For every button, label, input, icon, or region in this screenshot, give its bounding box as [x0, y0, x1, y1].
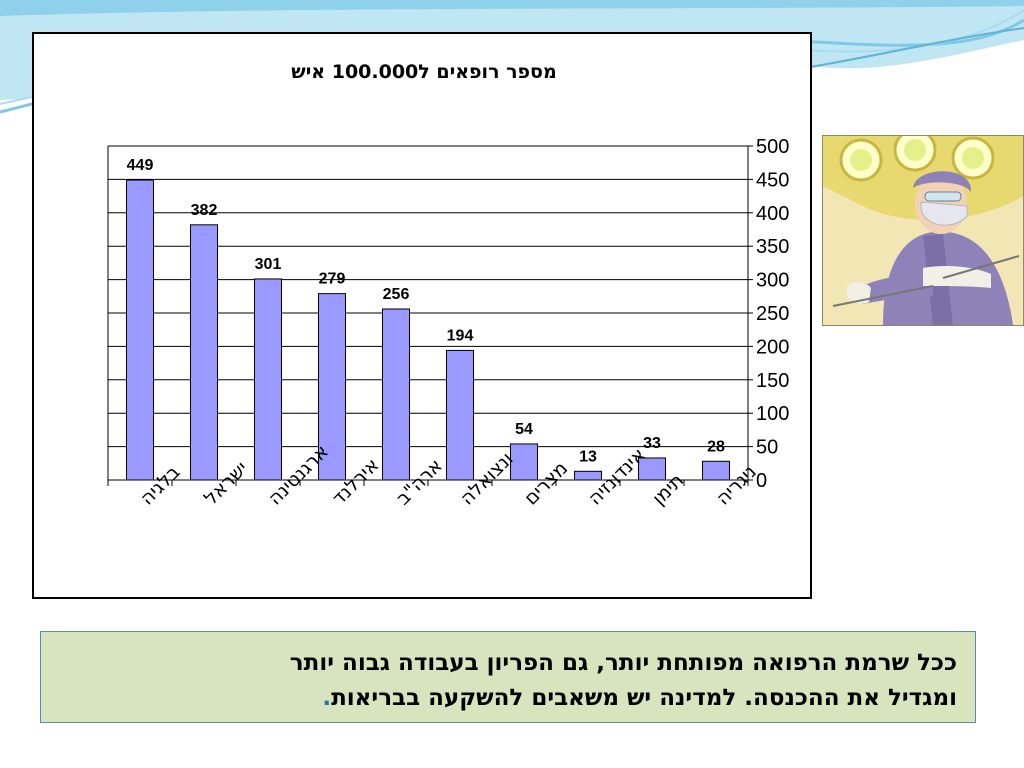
y-tick-label: 100 [756, 403, 789, 425]
y-tick-label: 250 [756, 303, 789, 325]
chart-frame: מספר רופאים ל100.000 איש 0 50 100 150 200 250… [32, 32, 812, 599]
data-label: 382 [191, 202, 218, 219]
bar [318, 293, 346, 481]
caption-box: ככל שרמת הרפואה מפותחת יותר, גם הפריון ב… [40, 631, 976, 723]
surgeon-icon [823, 136, 1023, 325]
bar-chart: מספר רופאים ל100.000 איש 0 50 100 150 200 250… [107, 61, 789, 510]
data-label: 54 [515, 421, 533, 438]
bar [126, 179, 154, 481]
y-tick-label: 50 [756, 437, 778, 459]
bar [190, 224, 218, 481]
bar [382, 308, 410, 481]
data-labels: 449 382 301 279 256 194 54 13 33 28 [127, 157, 725, 465]
bar [446, 349, 474, 481]
chart-title: מספר רופאים ל100.000 איש [291, 61, 556, 83]
caption-end-mark: . [322, 685, 332, 711]
bars [126, 179, 730, 481]
caption-line-1: ככל שרמת הרפואה מפותחת יותר, גם הפריון ב… [289, 650, 957, 676]
y-tick-label: 400 [756, 203, 789, 225]
y-tick-label: 0 [756, 470, 767, 492]
y-tick-label: 350 [756, 236, 789, 258]
data-label: 33 [643, 435, 661, 452]
y-tick-label: 450 [756, 169, 789, 191]
data-label: 279 [319, 271, 346, 288]
y-tick-label: 500 [756, 136, 789, 158]
caption-line-2: ומגדיל את ההכנסה. למדינה יש משאבים להשקע… [55, 681, 957, 716]
data-label: 449 [127, 157, 154, 174]
data-label: 301 [255, 256, 282, 273]
y-tick-label: 300 [756, 270, 789, 292]
surgeon-illustration [822, 135, 1024, 326]
y-tick-label: 200 [756, 336, 789, 358]
data-label: 256 [383, 286, 410, 303]
data-label: 28 [707, 438, 725, 455]
wave-top-band [0, 0, 1024, 16]
bar [574, 470, 602, 481]
caption-line-2-text: ומגדיל את ההכנסה. למדינה יש משאבים להשקע… [331, 685, 957, 711]
data-label: 194 [447, 327, 474, 344]
y-tick-label: 150 [756, 370, 789, 392]
data-label: 13 [579, 448, 597, 465]
bar [254, 278, 282, 481]
bar [702, 460, 730, 481]
